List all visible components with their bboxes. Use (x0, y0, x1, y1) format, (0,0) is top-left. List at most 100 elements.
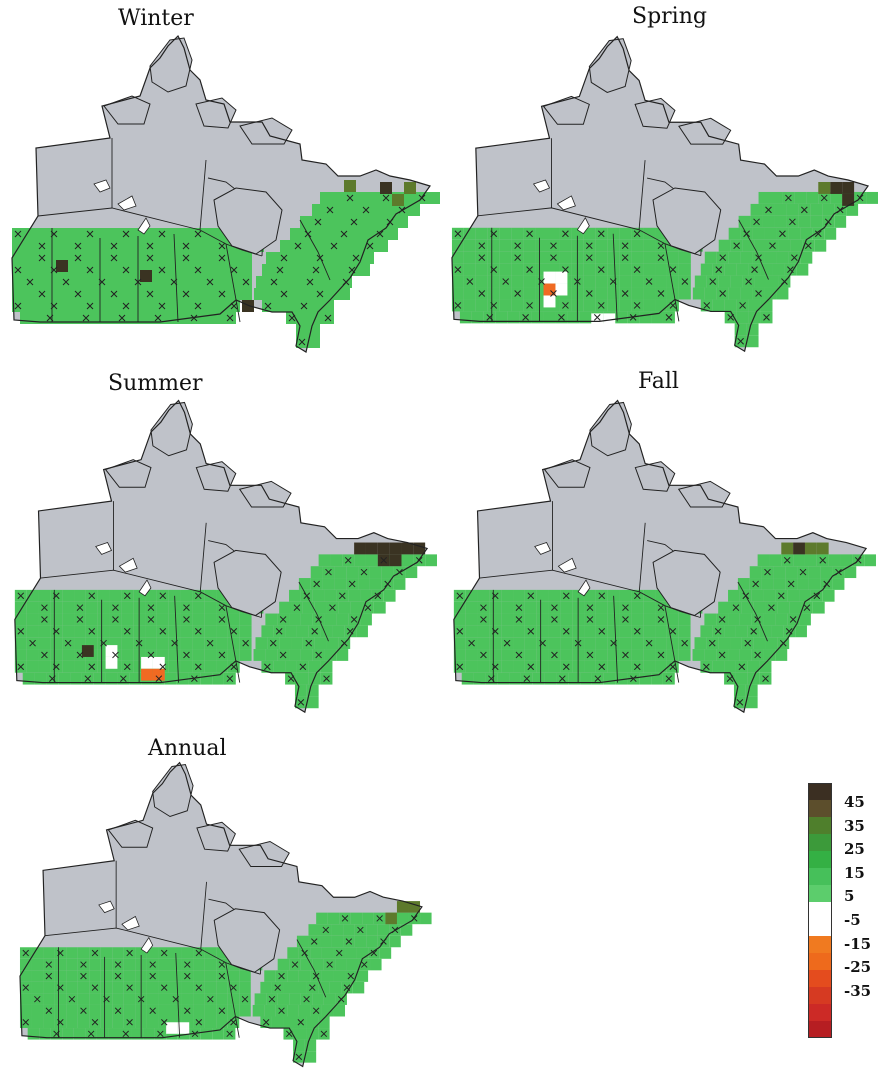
significance-cross (320, 1030, 328, 1038)
grid-cell (97, 660, 110, 673)
grid-cell (463, 227, 476, 240)
panel-fall: Fall (440, 365, 878, 725)
significance-cross (184, 1007, 191, 1014)
grid-cell (62, 1028, 74, 1040)
significance-cross (752, 580, 759, 588)
grid-cell (804, 554, 817, 567)
significance-cross (597, 230, 605, 238)
significance-cross (526, 302, 533, 309)
grid-cell (737, 578, 750, 590)
grid-cell (536, 649, 549, 661)
grid-cell (300, 613, 313, 626)
grid-cell (92, 312, 104, 324)
province-border (225, 962, 240, 1038)
significance-cross (621, 290, 629, 297)
legend-swatch (808, 1021, 832, 1038)
grid-cell (180, 660, 193, 673)
grid-cell (97, 649, 110, 661)
grid-cell (762, 215, 775, 228)
significance-cross (503, 639, 511, 647)
grid-cell (730, 275, 743, 288)
legend-swatch (808, 868, 832, 885)
grid-cell (501, 649, 514, 661)
grid-cell (19, 1004, 32, 1017)
grid-cell (323, 993, 336, 1005)
grid-cell (204, 252, 216, 264)
grid-cell (778, 239, 791, 252)
significance-cross (76, 616, 84, 623)
grid-cell (362, 912, 374, 925)
significance-cross (218, 242, 226, 250)
grid-cell (775, 613, 788, 626)
significance-cross (800, 206, 808, 214)
significance-cross (326, 961, 333, 968)
significance-cross (230, 627, 238, 635)
grid-cell (100, 958, 113, 971)
grid-cell (120, 240, 132, 252)
grid-cell (776, 287, 789, 300)
legend-label: -35 (844, 981, 872, 1000)
grid-cell (212, 1028, 224, 1040)
grid-cell (501, 589, 514, 602)
canada-map-annual (19, 761, 432, 1068)
grid-cell (334, 578, 347, 590)
significance-cross (598, 627, 606, 635)
significance-cross (669, 266, 677, 273)
grid-cell (322, 578, 335, 590)
grid-cell (459, 311, 472, 324)
grid-cell (20, 312, 32, 324)
grid-cell-highlight (404, 182, 416, 194)
grid-cell (180, 264, 192, 276)
grid-cell (54, 970, 67, 982)
significance-cross (195, 949, 203, 957)
canada-map-winter (11, 34, 440, 353)
significance-cross (303, 995, 310, 1003)
grid-cell (666, 275, 679, 288)
grid-cell (771, 625, 784, 638)
grid-cell (405, 566, 418, 579)
grid-cell-highlight (396, 901, 409, 913)
grid-cell (666, 649, 679, 661)
significance-cross (22, 1019, 29, 1026)
significance-cross (645, 639, 653, 647)
grid-cell (204, 589, 217, 602)
grid-cell (595, 287, 608, 300)
grid-cell (346, 566, 359, 579)
grid-cell (227, 637, 240, 650)
grid-cell (121, 601, 134, 614)
significance-cross (480, 651, 487, 659)
grid-cell-highlight (344, 180, 356, 192)
significance-cross (454, 302, 462, 309)
grid-cell (145, 625, 157, 638)
grid-cell (308, 924, 321, 936)
grid-cell (109, 637, 122, 650)
grid-cell (286, 300, 298, 312)
grid-cell (212, 672, 224, 685)
grid-cell (158, 958, 170, 971)
legend-swatch (808, 834, 832, 851)
grid-cell (302, 288, 314, 300)
grid-cell (60, 300, 72, 312)
grid-cell (156, 613, 169, 626)
significance-cross (703, 663, 710, 671)
grid-cell (216, 637, 228, 650)
grid-cell (772, 263, 785, 276)
grid-cell (356, 625, 368, 638)
lake (137, 217, 151, 235)
grid-cell (501, 660, 514, 673)
significance-cross (122, 230, 130, 238)
grid-cell (316, 240, 328, 252)
significance-cross (242, 278, 250, 286)
grid-cell (356, 947, 369, 959)
grid-cell (655, 637, 667, 650)
grid-cell (774, 215, 787, 228)
lake (576, 217, 590, 235)
significance-cross (739, 302, 746, 309)
grid-cell (718, 275, 731, 288)
grid-cell (728, 613, 740, 626)
grid-cell (595, 275, 608, 288)
grid-cell (799, 589, 811, 602)
grid-cell (158, 993, 170, 1005)
grid-cell (643, 263, 656, 276)
legend-swatch (808, 817, 832, 834)
